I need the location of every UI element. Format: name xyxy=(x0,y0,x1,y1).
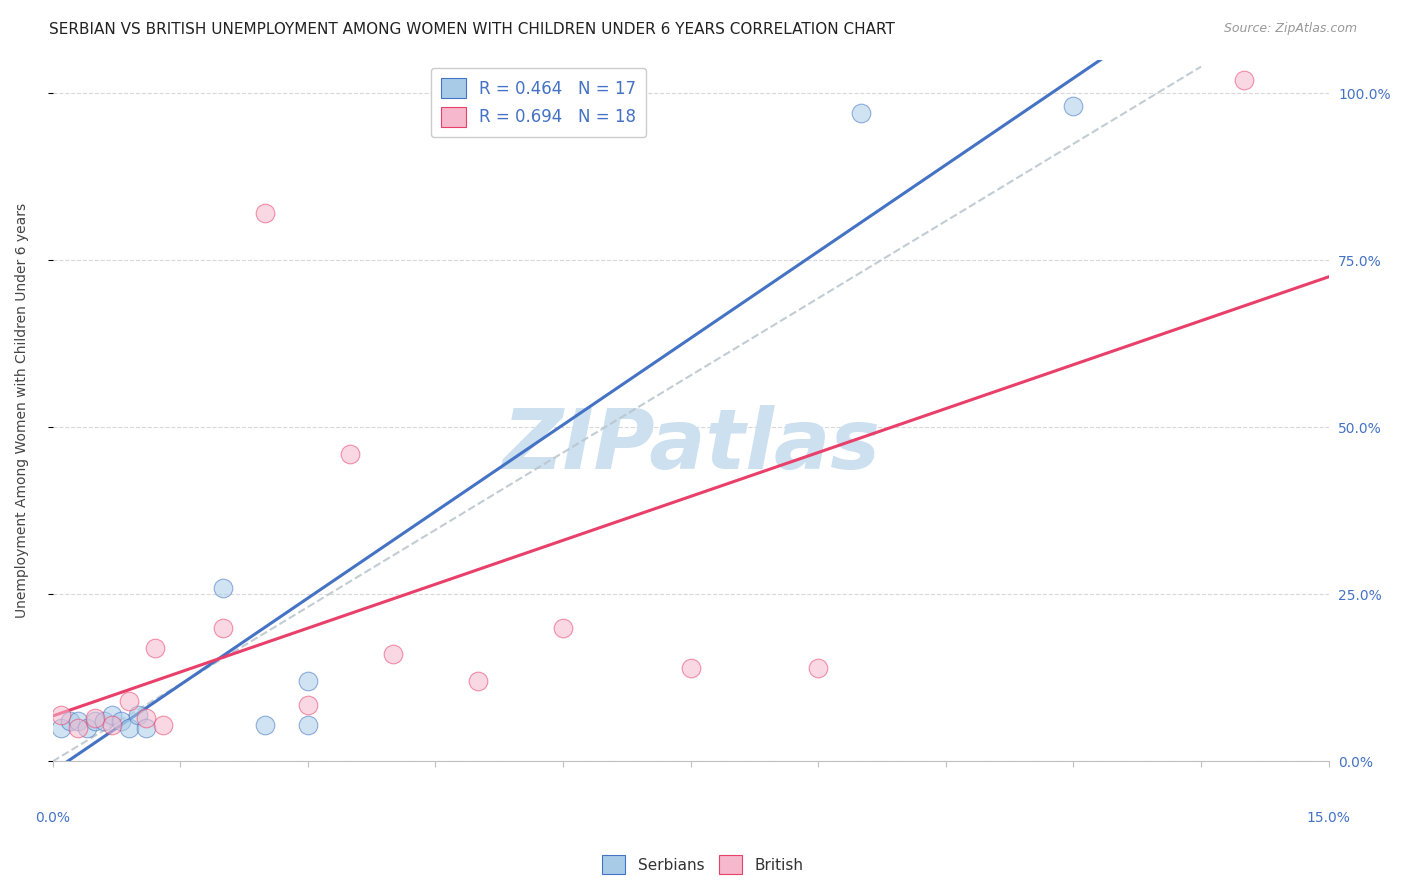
Point xyxy=(67,714,90,729)
Point xyxy=(67,721,90,735)
Point xyxy=(211,621,233,635)
Point xyxy=(297,717,319,731)
Point xyxy=(101,707,124,722)
Point xyxy=(1062,99,1084,113)
Point xyxy=(127,707,149,722)
Point xyxy=(467,674,489,689)
Point xyxy=(143,640,166,655)
Point xyxy=(297,674,319,689)
Point xyxy=(152,717,174,731)
Point xyxy=(551,621,574,635)
Text: Source: ZipAtlas.com: Source: ZipAtlas.com xyxy=(1223,22,1357,36)
Y-axis label: Unemployment Among Women with Children Under 6 years: Unemployment Among Women with Children U… xyxy=(15,203,30,618)
Point xyxy=(93,714,115,729)
Point xyxy=(679,661,702,675)
Legend: R = 0.464   N = 17, R = 0.694   N = 18: R = 0.464 N = 17, R = 0.694 N = 18 xyxy=(432,68,647,137)
Text: ZIPatlas: ZIPatlas xyxy=(502,405,880,486)
Point xyxy=(59,714,82,729)
Point xyxy=(211,581,233,595)
Text: SERBIAN VS BRITISH UNEMPLOYMENT AMONG WOMEN WITH CHILDREN UNDER 6 YEARS CORRELAT: SERBIAN VS BRITISH UNEMPLOYMENT AMONG WO… xyxy=(49,22,896,37)
Point xyxy=(110,714,132,729)
Point xyxy=(339,447,361,461)
Point xyxy=(381,648,404,662)
Point xyxy=(254,206,277,220)
Point xyxy=(49,707,72,722)
Point xyxy=(76,721,98,735)
Point xyxy=(84,711,107,725)
Text: 0.0%: 0.0% xyxy=(35,811,70,824)
Point xyxy=(807,661,830,675)
Point xyxy=(135,721,157,735)
Point xyxy=(297,698,319,712)
Point xyxy=(849,106,872,120)
Text: 15.0%: 15.0% xyxy=(1306,811,1351,824)
Point xyxy=(135,711,157,725)
Legend: Serbians, British: Serbians, British xyxy=(596,849,810,880)
Point xyxy=(84,714,107,729)
Point xyxy=(49,721,72,735)
Point xyxy=(254,717,277,731)
Point xyxy=(118,694,141,708)
Point xyxy=(101,717,124,731)
Point xyxy=(1232,72,1254,87)
Point xyxy=(118,721,141,735)
